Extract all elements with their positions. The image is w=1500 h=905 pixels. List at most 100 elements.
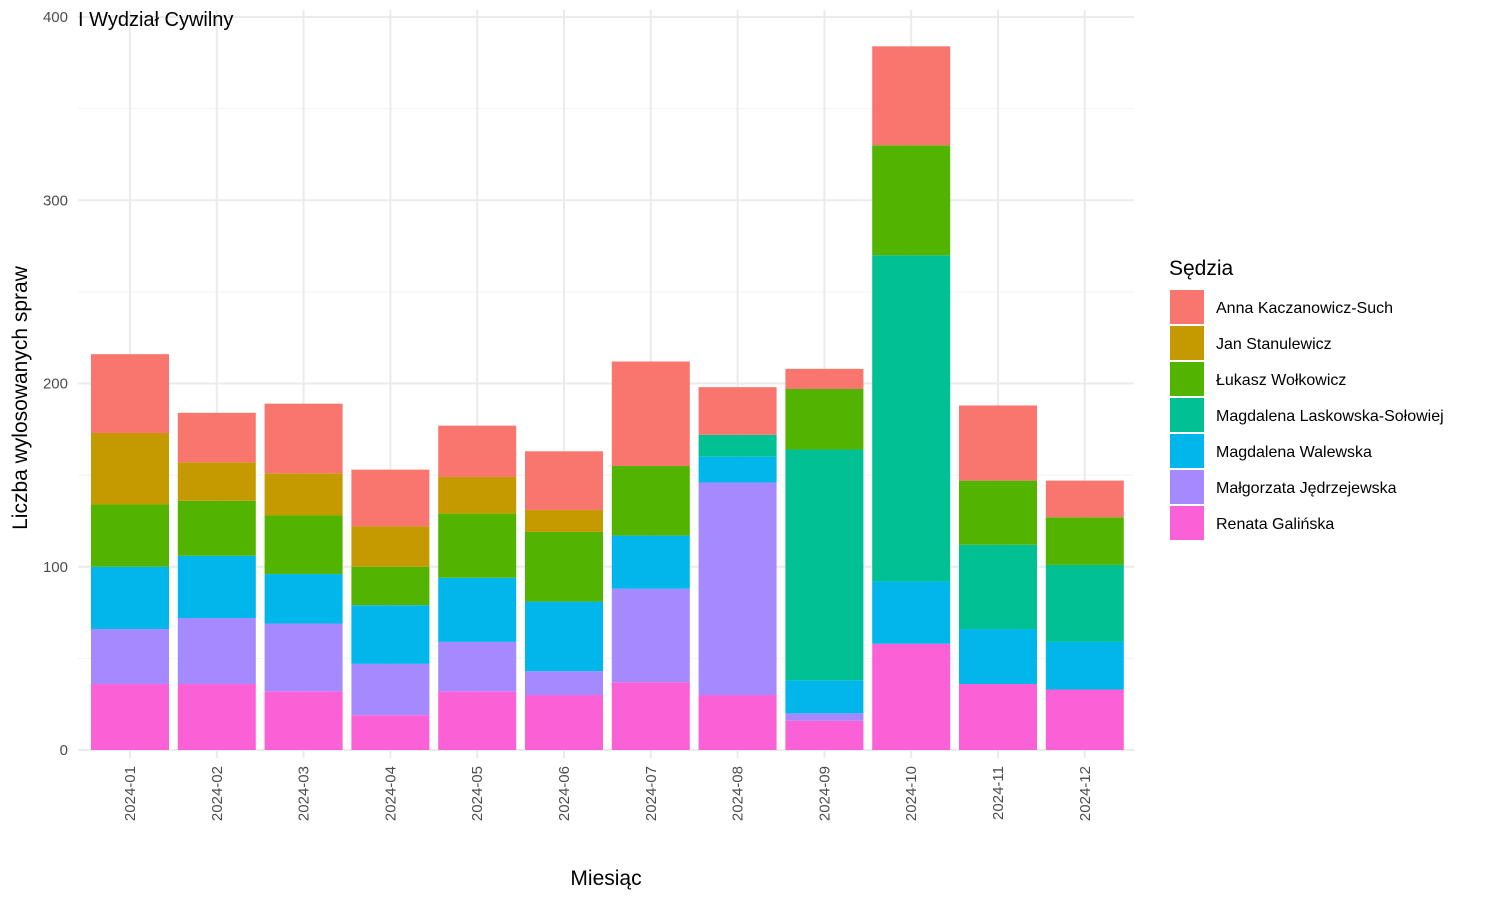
bar-segment (264, 691, 343, 750)
bar-segment (177, 500, 256, 556)
x-tick-label: 2024-02 (209, 766, 226, 821)
bar-segment (785, 449, 864, 681)
bar-segment (91, 566, 169, 630)
y-tick-label: 200 (43, 376, 68, 393)
legend-label: Łukasz Wołkowicz (1216, 372, 1346, 389)
bar-segment (264, 574, 343, 624)
bar-segment (959, 405, 1037, 481)
bar-segment (611, 535, 690, 589)
y-tick-label: 0 (60, 742, 68, 759)
bar-segment (91, 684, 169, 750)
bar-segment (959, 684, 1037, 750)
bar-segment (785, 388, 864, 450)
legend-label: Magdalena Walewska (1216, 444, 1372, 461)
bar-segment (525, 695, 603, 750)
bar-segment (611, 588, 690, 683)
bar-segment (351, 469, 430, 527)
x-tick-label: 2024-10 (903, 766, 920, 821)
bar-segment (177, 462, 256, 501)
y-tick-label: 100 (43, 559, 68, 576)
bar-segment (785, 680, 864, 714)
x-tick-label: 2024-11 (990, 766, 1007, 820)
bar-segment (959, 629, 1037, 685)
legend-swatch (1170, 506, 1204, 540)
bar-segment (525, 531, 603, 602)
bar-segment (959, 480, 1037, 545)
bar-segment (351, 663, 430, 716)
bar-segment (698, 387, 777, 435)
legend-label: Anna Kaczanowicz-Such (1216, 300, 1393, 317)
bar-segment (872, 46, 951, 146)
bar-segment (438, 691, 517, 750)
bar-segment (611, 465, 690, 536)
bar-segment (264, 403, 343, 474)
bar-segment (264, 623, 343, 692)
bar-segment (177, 684, 256, 750)
x-tick-label: 2024-05 (469, 766, 486, 821)
bar-segment (91, 354, 169, 433)
bar-segment (525, 509, 603, 532)
bar-segment (438, 513, 517, 578)
legend-swatch (1170, 290, 1204, 324)
legend-title: Sędzia (1169, 257, 1234, 280)
legend-label: Renata Galińska (1216, 516, 1334, 533)
legend-swatch (1170, 434, 1204, 468)
x-tick-label: 2024-09 (816, 766, 833, 821)
bar-segment (177, 555, 256, 619)
bar-segment (438, 577, 517, 642)
bar-segment (525, 451, 603, 510)
bar-segment (872, 643, 951, 750)
bar-segment (1045, 517, 1124, 565)
bar-segment (177, 412, 256, 463)
bar-segment (698, 695, 777, 750)
axis-layer: 0 100 200 300 400 2024-01 2024-02 2024-03 2024-0… (43, 9, 1094, 821)
x-tick-label: 2024-01 (122, 766, 139, 821)
bar-segment (872, 255, 951, 582)
x-axis-title: Miesiąc (570, 867, 641, 890)
y-tick-label: 300 (43, 192, 68, 209)
bar-segment (698, 434, 777, 457)
bar-segment (91, 432, 169, 505)
bar-segment (438, 476, 517, 514)
bar-segment (438, 425, 517, 477)
bar-segment (1045, 689, 1124, 750)
bar-segment (438, 641, 517, 692)
x-tick-label: 2024-12 (1077, 766, 1094, 821)
legend-swatch (1170, 326, 1204, 360)
bar-segment (785, 713, 864, 721)
bar-segment (264, 473, 343, 516)
bar-segment (351, 715, 430, 750)
bar-segment (611, 361, 690, 466)
bar-segment (525, 671, 603, 696)
bar-segment (698, 482, 777, 696)
bar-segment (525, 601, 603, 672)
x-tick-label: 2024-07 (643, 766, 660, 821)
bar-segment (177, 618, 256, 685)
bar-segment (351, 605, 430, 664)
bar-segment (351, 566, 430, 606)
x-tick-label: 2024-03 (296, 766, 313, 821)
bar-segment (1045, 480, 1124, 518)
legend-label: Magdalena Laskowska-Sołowiej (1216, 408, 1444, 425)
bars-layer (91, 46, 1124, 750)
legend: Sędzia Anna Kaczanowicz-Such Jan Stanulew… (1169, 257, 1444, 540)
bar-segment (959, 544, 1037, 630)
legend-label: Małgorzata Jędrzejewska (1216, 480, 1397, 497)
legend-label: Jan Stanulewicz (1216, 336, 1332, 353)
x-tick-label: 2024-08 (730, 766, 747, 821)
legend-swatch (1170, 398, 1204, 432)
plot-title: I Wydział Cywilny (78, 9, 233, 31)
y-tick-label: 400 (43, 9, 68, 26)
bar-segment (785, 368, 864, 389)
x-tick-label: 2024-04 (382, 766, 399, 821)
x-tick-label: 2024-06 (556, 766, 573, 821)
bar-segment (872, 145, 951, 256)
bar-segment (1045, 641, 1124, 690)
bar-segment (698, 456, 777, 483)
bar-segment (611, 682, 690, 750)
bar-segment (91, 629, 169, 685)
legend-swatch (1170, 362, 1204, 396)
bar-segment (1045, 564, 1124, 642)
